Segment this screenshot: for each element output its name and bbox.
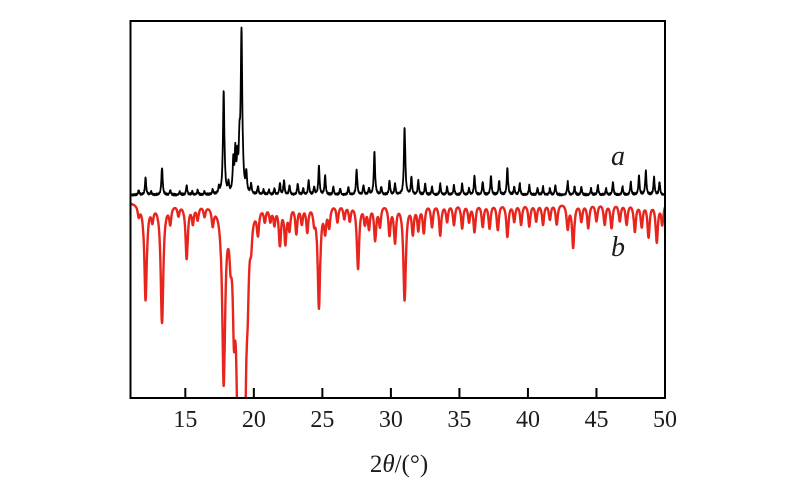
x-axis-title-suffix: /(°) — [394, 451, 429, 478]
simulated-pattern-trace — [131, 202, 664, 397]
x-tick-label: 40 — [515, 407, 540, 433]
experimental-pattern-trace — [131, 26, 664, 197]
x-tick-label: 20 — [241, 407, 266, 433]
x-tick-label: 50 — [653, 407, 677, 433]
x-tick-label: 30 — [378, 407, 403, 433]
curves-group — [131, 26, 664, 397]
theta-symbol: θ — [382, 451, 395, 478]
x-axis-title: 2θ/(°) — [370, 452, 428, 477]
x-axis-title-prefix: 2 — [369, 451, 383, 478]
plot-frame — [129, 20, 666, 399]
x-tick-label: 35 — [447, 407, 472, 433]
series-a-label: a — [611, 141, 625, 172]
x-axis-ticks — [184, 388, 666, 397]
series-b-label: b — [611, 232, 625, 263]
x-tick-label: 15 — [173, 407, 198, 433]
x-tick-label: 25 — [310, 407, 335, 433]
x-tick-label: 45 — [584, 407, 609, 433]
